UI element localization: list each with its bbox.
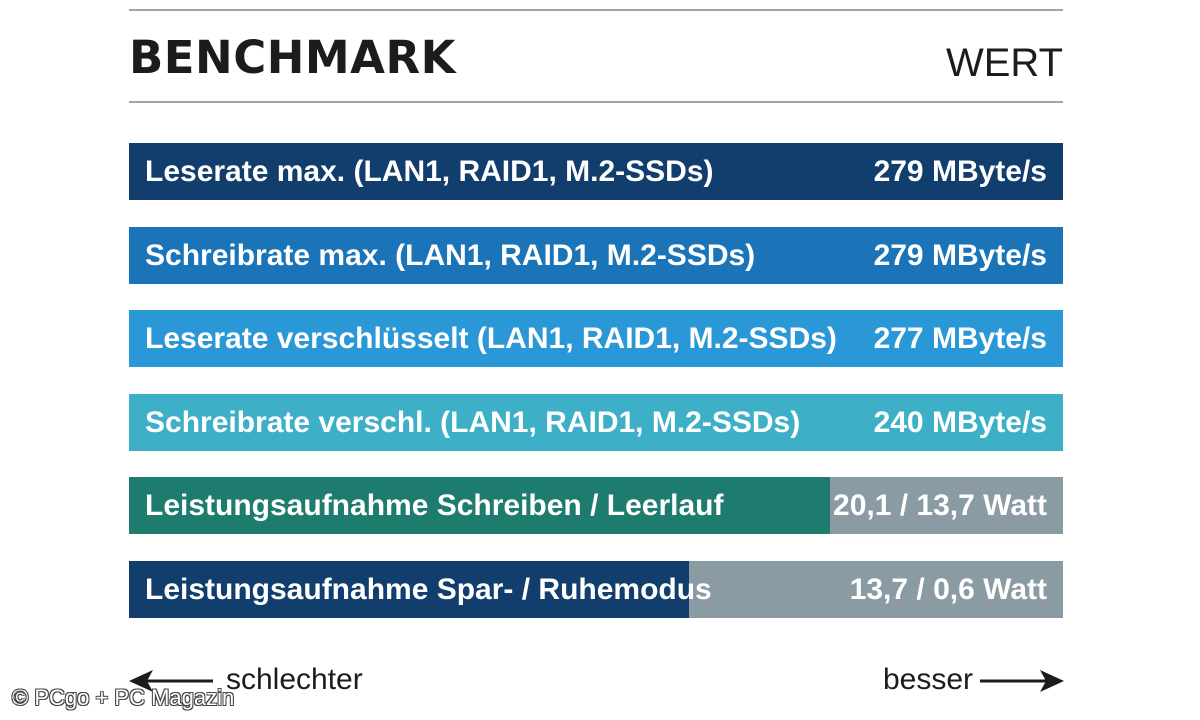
axis-worse-label: schlechter [226,663,363,696]
bar [129,561,690,618]
bar [129,227,1063,284]
bar [129,477,830,534]
bar-value: 277 MByte/s [873,322,1047,355]
bar-label: Leserate max. (LAN1, RAID1, M.2-SSDs) [145,155,714,188]
bar-label: Schreibrate max. (LAN1, RAID1, M.2-SSDs) [145,239,756,272]
bar [129,394,1063,451]
bar-value: 240 MByte/s [873,406,1047,439]
bar-row: Leistungsaufnahme Spar- / Ruhemodus 13,7 … [129,561,1063,618]
header-rule [129,101,1063,103]
bar-label: Leistungsaufnahme Spar- / Ruhemodus [145,573,712,606]
bar-value: 279 MByte/s [873,239,1047,272]
bar-value: 20,1 / 13,7 Watt [833,489,1047,522]
bar [129,143,1063,200]
top-rule [129,9,1063,11]
bar-label: Leistungsaufnahme Schreiben / Leerlauf [145,489,724,522]
arrow-right-icon [980,670,1064,692]
value-column-header: WERT [945,41,1063,85]
bar-label: Leserate verschlüsselt (LAN1, RAID1, M.2… [145,322,837,355]
bar [129,310,1063,367]
bar-value: 13,7 / 0,6 Watt [849,573,1047,606]
bar-row: Leserate verschlüsselt (LAN1, RAID1, M.2… [129,310,1063,367]
bar-row: Schreibrate max. (LAN1, RAID1, M.2-SSDs)… [129,227,1063,284]
bar-row: Schreibrate verschl. (LAN1, RAID1, M.2-S… [129,394,1063,451]
copyright-credit: © PCgo + PC Magazin [12,685,235,710]
bar-value: 279 MByte/s [873,155,1047,188]
axis-better-label: besser [883,663,974,696]
arrow-left-icon [129,670,213,692]
bar-row: Leistungsaufnahme Schreiben / Leerlauf 20… [129,477,1063,534]
bar-row: Leserate max. (LAN1, RAID1, M.2-SSDs) 279… [129,143,1063,200]
bar-label: Schreibrate verschl. (LAN1, RAID1, M.2-S… [145,406,801,439]
chart-title: BENCHMARK [129,31,457,84]
